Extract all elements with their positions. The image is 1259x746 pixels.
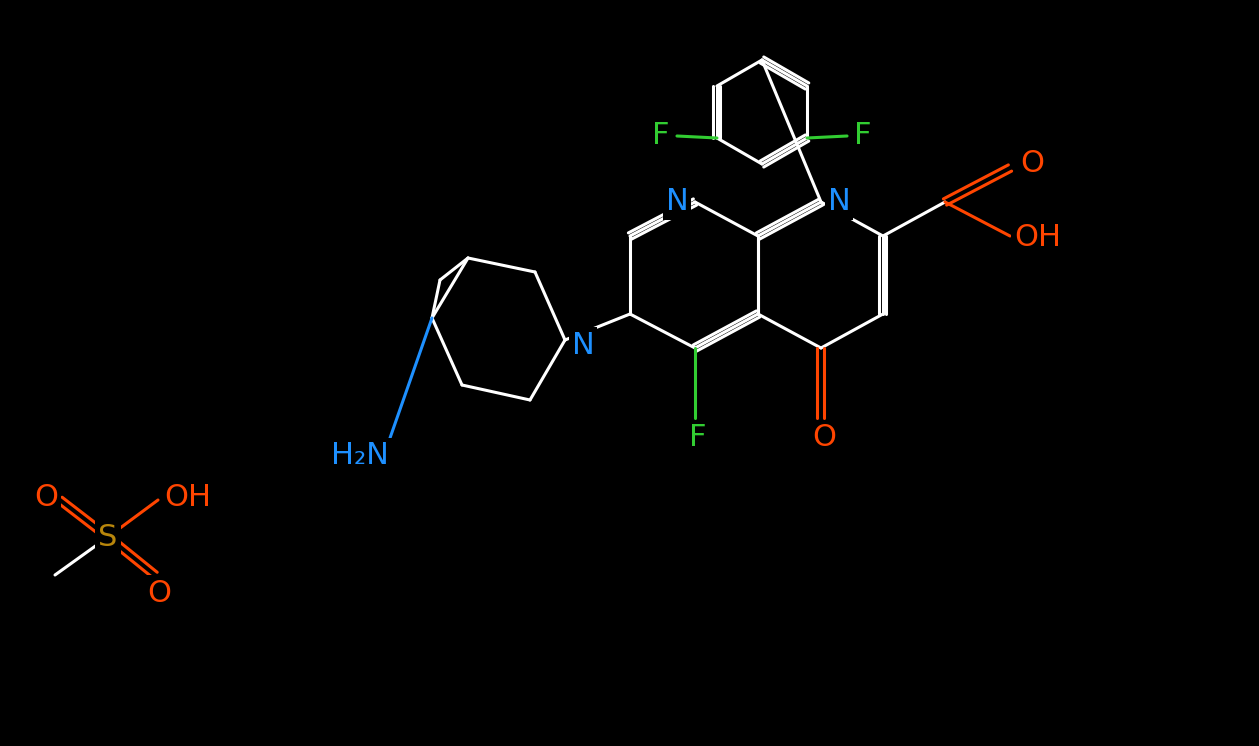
Text: OH: OH — [165, 483, 212, 513]
Text: O: O — [812, 424, 836, 453]
Text: OH: OH — [1015, 224, 1061, 252]
Text: N: N — [572, 330, 594, 360]
Text: S: S — [98, 522, 117, 551]
Text: O: O — [1020, 148, 1044, 178]
Text: H₂N: H₂N — [331, 442, 389, 471]
Text: F: F — [855, 122, 871, 151]
Text: N: N — [666, 187, 689, 216]
Text: F: F — [689, 424, 706, 453]
Text: O: O — [147, 578, 171, 607]
Text: F: F — [652, 122, 670, 151]
Text: N: N — [827, 187, 850, 216]
Text: O: O — [34, 483, 58, 513]
